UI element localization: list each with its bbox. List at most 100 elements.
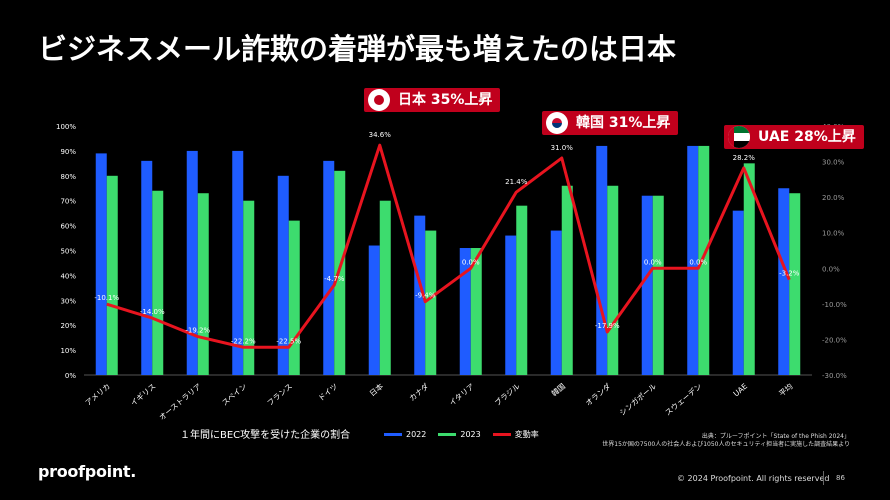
footer-divider (823, 471, 824, 485)
x-tick-label: 韓国 (549, 381, 567, 398)
change-rate-line (106, 143, 791, 349)
bar-2022 (596, 145, 608, 375)
y-right-tick-label: 0.0% (822, 265, 840, 273)
change-rate-data-label: -22.5% (276, 337, 301, 345)
source-line-2: 世界15か国の7500人の社会人および1050人のセキュリティ担当者に実施した調… (602, 441, 850, 448)
bar-2022 (641, 195, 653, 375)
y-left-tick-label: 0% (65, 372, 76, 380)
x-tick-label: UAE (731, 381, 749, 398)
y-right-tick-label: 20.0% (822, 194, 845, 202)
page-number: 86 (836, 474, 845, 482)
change-rate-data-label: -14.0% (140, 308, 165, 316)
bar-2023 (652, 195, 664, 375)
bar-2023 (106, 175, 118, 375)
bar-2023 (516, 205, 528, 375)
bar-2022 (505, 235, 517, 375)
legend-item-2023: 2023 (438, 429, 481, 440)
bar-2022 (368, 245, 380, 375)
source-note: 出典：プルーフポイント「State of the Phish 2024」 世界1… (602, 433, 850, 449)
x-tick-label: シンガポール (617, 381, 658, 418)
chart-caption: １年間にBEC攻撃を受けた企業の割合 (180, 430, 351, 441)
x-tick-label: ブラジル (492, 381, 522, 408)
change-rate-data-label: -17.9% (595, 322, 620, 330)
japan-callout-label: 日本 35%上昇 (398, 92, 493, 108)
y-left-tick-label: 80% (60, 173, 76, 181)
bar-2022 (459, 248, 471, 375)
y-left-tick-label: 10% (60, 347, 76, 355)
x-tick-label: スペイン (220, 382, 248, 408)
bar-2022 (277, 175, 289, 375)
bar-2022 (95, 153, 107, 375)
change-rate-data-label: -10.1% (94, 294, 119, 302)
japan-flag-icon (368, 89, 390, 111)
bar-2022 (778, 188, 790, 375)
x-tick-label: イギリス (129, 382, 158, 408)
change-rate-data-label: -4.7% (324, 275, 345, 283)
legend-swatch-change (492, 433, 511, 436)
proofpoint-logo: proofpoint. (38, 462, 137, 481)
change-rate-data-label: 0.0% (462, 258, 480, 266)
bar-2023 (288, 220, 300, 375)
x-tick-label: スウェーデン (663, 381, 704, 418)
y-left-tick-label: 90% (60, 148, 76, 156)
bar-2022 (232, 150, 244, 375)
y-right-tick-label: 10.0% (822, 230, 845, 238)
bar-2023 (152, 190, 164, 375)
y-right-tick-label: -20.0% (822, 336, 847, 344)
bar-2022 (186, 150, 198, 375)
y-right-tick-label: 30.0% (822, 159, 845, 167)
x-tick-label: アメリカ (84, 382, 112, 408)
y-left-tick-label: 70% (60, 198, 76, 206)
korea-callout-label: 韓国 31%上昇 (576, 115, 671, 131)
bar-2023 (379, 200, 391, 375)
change-rate-data-label: -9.4% (415, 292, 436, 300)
legend-item-change: 変動率 (492, 429, 539, 440)
korea-flag-icon (546, 112, 568, 134)
bar-2022 (414, 215, 426, 375)
change-rate-data-label: 31.0% (551, 144, 574, 152)
bar-2023 (789, 193, 801, 375)
korea-callout: 韓国 31%上昇 (542, 111, 679, 135)
y-right-tick-label: -30.0% (822, 372, 847, 380)
legend-swatch-2023 (438, 433, 457, 436)
y-left-tick-label: 30% (60, 297, 76, 305)
bar-2023 (197, 193, 209, 375)
uae-callout-label: UAE 28%上昇 (758, 129, 856, 145)
uae-callout: UAE 28%上昇 (724, 125, 864, 149)
chart-legend: 2022 2023 変動率 (384, 429, 539, 440)
copyright-text: © 2024 Proofpoint. All rights reserved (677, 474, 830, 483)
change-rate-data-label: 34.6% (369, 131, 392, 139)
y-left-tick-label: 100% (56, 123, 76, 131)
legend-item-2022: 2022 (384, 429, 426, 440)
bar-2022 (550, 230, 562, 375)
legend-label-2022: 2022 (406, 430, 427, 439)
uae-flag-icon (728, 126, 750, 148)
x-tick-label: イタリア (447, 382, 476, 408)
y-left-tick-label: 20% (60, 322, 76, 330)
legend-label-2023: 2023 (460, 430, 481, 439)
change-rate-data-label: 21.4% (505, 178, 528, 186)
change-rate-data-label: 28.2% (733, 154, 756, 162)
bar-2023 (698, 145, 710, 375)
bar-2023 (743, 163, 755, 375)
x-tick-label: オランダ (583, 381, 613, 408)
x-tick-label: フランス (265, 382, 294, 408)
bar-2022 (323, 160, 335, 375)
bar-2022 (687, 145, 699, 375)
x-tick-label: カナダ (407, 381, 431, 403)
x-tick-label: ドイツ (317, 382, 340, 403)
x-tick-label: 平均 (777, 381, 795, 398)
x-tick-label: 日本 (367, 381, 385, 399)
y-right-tick-label: -10.0% (822, 301, 847, 309)
source-line-1: 出典：プルーフポイント「State of the Phish 2024」 (701, 433, 850, 440)
change-rate-data-label: -22.2% (231, 337, 256, 345)
change-rate-data-label: 0.0% (689, 258, 707, 266)
bar-2023 (561, 185, 573, 375)
x-tick-label: オーストラリア (157, 382, 203, 422)
change-rate-data-label: -19.2% (185, 327, 210, 335)
legend-swatch-2022 (384, 433, 402, 436)
bar-2022 (732, 210, 744, 375)
y-left-tick-label: 40% (60, 272, 76, 280)
change-rate-data-label: -3.2% (779, 270, 800, 278)
